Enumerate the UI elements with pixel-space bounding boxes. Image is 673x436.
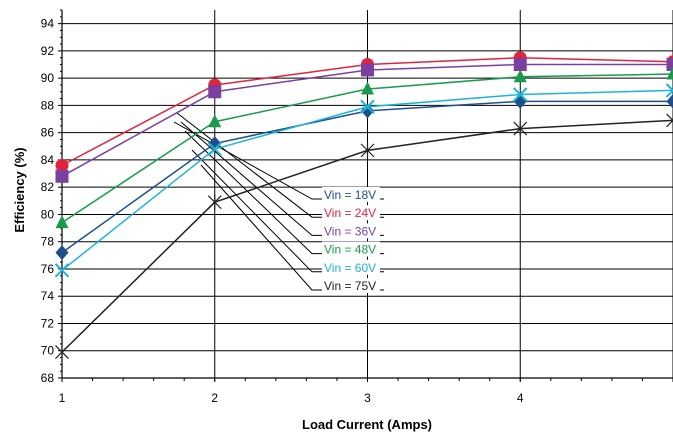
legend-label-bg [322, 278, 380, 293]
data-point [666, 58, 673, 72]
x-tick-label: 4 [517, 391, 524, 405]
legend-entry: Vin = 24V [324, 206, 376, 220]
data-point [361, 63, 374, 77]
x-axis-title: Load Current (Amps) [302, 417, 432, 432]
y-tick-label: 70 [41, 344, 55, 358]
x-tick-labels: 1 2 3 4 [59, 391, 524, 405]
data-point [207, 141, 222, 157]
series-6 [55, 112, 673, 360]
legend-label-bg [322, 223, 380, 239]
y-tick-label: 72 [41, 316, 55, 330]
x-tick-label: 2 [211, 391, 218, 405]
y-tick-label: 90 [41, 71, 55, 85]
series-3 [55, 58, 673, 183]
series-group [54, 51, 673, 360]
data-point [360, 99, 375, 114]
data-point [666, 112, 673, 128]
data-point [207, 194, 222, 210]
y-tick-label: 88 [41, 98, 55, 112]
data-point [54, 263, 70, 278]
y-tick-label: 92 [41, 44, 55, 58]
y-tick-label: 82 [41, 180, 55, 194]
data-point [665, 83, 673, 98]
x-tick-label: 1 [59, 391, 66, 405]
series-1 [55, 93, 673, 261]
data-point [361, 81, 374, 95]
data-point [666, 66, 673, 80]
data-point [55, 215, 69, 229]
y-tick-label: 68 [41, 371, 55, 385]
data-point [208, 114, 222, 128]
legend-label-bg [322, 241, 380, 257]
data-point [513, 121, 528, 137]
y-tick-label: 76 [41, 262, 55, 276]
legend-entry: Vin = 18V [324, 188, 376, 202]
y-tick-label: 80 [41, 207, 55, 221]
x-tick-label: 3 [364, 391, 371, 405]
y-tick-label: 86 [41, 126, 55, 140]
y-tick-labels: 68 70 72 74 76 78 80 82 84 86 88 90 92 94 [41, 17, 55, 385]
legend-label-bg [322, 259, 380, 275]
data-point [55, 158, 69, 172]
data-point [208, 136, 222, 152]
data-point [513, 69, 527, 83]
y-tick-label: 94 [41, 17, 55, 31]
legend-label-bg [322, 187, 380, 202]
data-point [513, 58, 527, 72]
y-tick-label: 84 [41, 153, 55, 167]
data-point [513, 93, 527, 109]
y-tick-label: 74 [41, 289, 55, 303]
y-axis-title: Efficiency (%) [12, 147, 27, 232]
legend-entry: Vin = 36V [324, 224, 376, 238]
y-tick-label: 78 [41, 235, 55, 249]
data-point [360, 142, 375, 158]
legend-entry: Vin = 60V [324, 261, 376, 275]
legend-entry: Vin = 48V [324, 243, 376, 257]
data-point [513, 87, 528, 102]
legend-label-bg [322, 205, 380, 221]
series-5 [54, 83, 673, 278]
legend: Vin = 18V Vin = 24V Vin = 36V Vin = 48V Vin … [322, 187, 380, 293]
data-point [55, 344, 69, 360]
data-point [55, 169, 69, 183]
series-4 [55, 66, 673, 229]
data-point [208, 85, 222, 99]
data-point [666, 93, 673, 109]
legend-entry: Vin = 75V [324, 279, 376, 293]
data-point [55, 245, 69, 261]
